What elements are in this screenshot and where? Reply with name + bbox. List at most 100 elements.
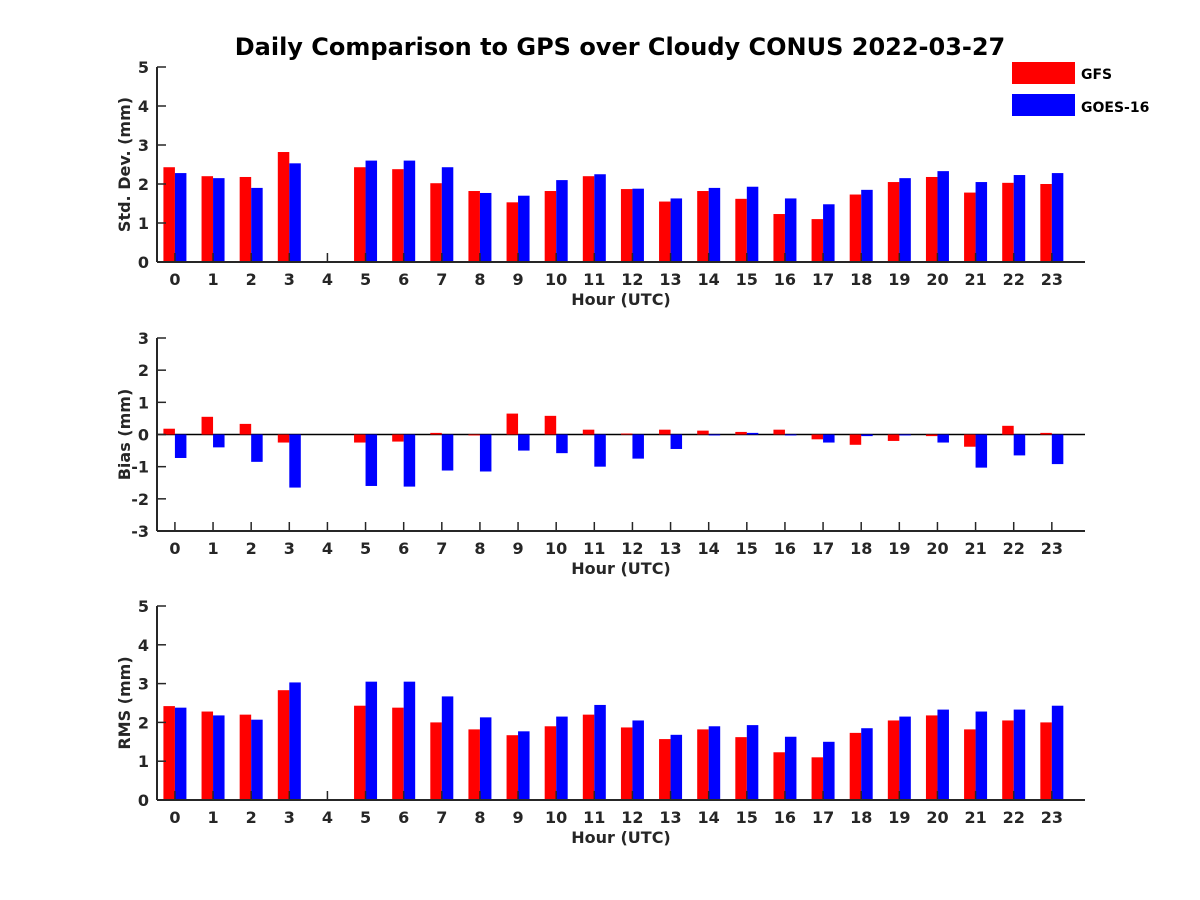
bar-goes16-hour-8	[479, 434, 492, 472]
bar-goes16-hour-10	[556, 434, 568, 454]
y-tick-label: -3	[131, 522, 149, 541]
x-tick-label: 9	[512, 539, 523, 558]
bar-goes16-hour-0	[174, 173, 187, 262]
chart-title: Daily Comparison to GPS over Cloudy CONU…	[235, 33, 1006, 61]
x-tick-label: 3	[284, 808, 295, 827]
x-tick-label: 8	[474, 808, 485, 827]
x-tick-label: 9	[512, 270, 523, 289]
x-tick-label: 21	[964, 539, 986, 558]
bar-gfs-hour-11	[582, 714, 595, 800]
bar-goes16-hour-14	[708, 726, 721, 800]
x-tick-label: 17	[812, 808, 834, 827]
x-tick-label: 15	[736, 270, 758, 289]
x-tick-label: 14	[698, 270, 720, 289]
y-tick-label: 2	[138, 175, 149, 194]
x-tick-label: 17	[812, 270, 834, 289]
bar-gfs-hour-3	[277, 152, 290, 262]
x-tick-label: 22	[1003, 808, 1025, 827]
bar-goes16-hour-7	[441, 167, 454, 262]
bar-gfs-hour-9	[506, 202, 519, 262]
bar-gfs-hour-1	[201, 416, 214, 435]
bar-goes16-hour-7	[441, 434, 454, 471]
bar-goes16-hour-21	[975, 182, 988, 262]
bar-gfs-hour-9	[506, 735, 519, 800]
bar-gfs-hour-5	[354, 434, 366, 443]
bar-gfs-hour-18	[849, 732, 862, 800]
bar-gfs-hour-20	[925, 715, 938, 800]
bar-gfs-hour-7	[430, 432, 442, 435]
bar-gfs-hour-6	[392, 434, 404, 442]
bar-goes16-hour-14	[708, 187, 721, 262]
x-tick-label: 1	[207, 270, 218, 289]
bar-goes16-hour-19	[899, 178, 911, 262]
x-tick-label: 5	[360, 270, 371, 289]
bar-goes16-hour-13	[670, 734, 683, 800]
bar-goes16-hour-8	[479, 717, 492, 800]
bar-gfs-hour-16	[773, 752, 785, 800]
legend-swatch-gfs	[1012, 62, 1075, 84]
x-tick-label: 21	[964, 808, 986, 827]
bar-gfs-hour-1	[201, 176, 214, 262]
bar-goes16-hour-16	[784, 736, 797, 800]
bar-gfs-hour-12	[620, 727, 633, 800]
bar-goes16-hour-9	[518, 195, 530, 262]
bar-goes16-hour-23	[1051, 434, 1064, 465]
y-axis-label: Std. Dev. (mm)	[115, 97, 134, 232]
bar-goes16-hour-5	[365, 160, 378, 262]
y-tick-label: 0	[138, 253, 149, 272]
bar-gfs-hour-0	[163, 167, 175, 262]
bar-goes16-hour-1	[213, 434, 225, 448]
x-tick-label: 11	[583, 270, 605, 289]
bar-gfs-hour-8	[468, 434, 480, 436]
bar-goes16-hour-15	[746, 186, 759, 262]
bar-gfs-hour-15	[735, 198, 747, 262]
x-tick-label: 3	[284, 539, 295, 558]
bar-gfs-hour-5	[354, 705, 366, 800]
bar-goes16-hour-6	[403, 434, 416, 487]
x-tick-label: 12	[621, 539, 643, 558]
x-tick-label: 19	[888, 808, 910, 827]
bar-gfs-hour-23	[1040, 432, 1052, 435]
bar-gfs-hour-21	[964, 729, 976, 800]
x-tick-label: 4	[322, 808, 333, 827]
bar-gfs-hour-14	[697, 430, 709, 435]
y-tick-label: 3	[138, 675, 149, 694]
x-tick-label: 18	[850, 539, 872, 558]
x-tick-label: 0	[169, 808, 180, 827]
legend-label-goes16: GOES-16	[1081, 100, 1149, 116]
bar-gfs-hour-3	[277, 690, 290, 800]
bar-gfs-hour-2	[239, 714, 252, 800]
x-axis-label: Hour (UTC)	[571, 290, 671, 309]
x-tick-label: 0	[169, 270, 180, 289]
y-tick-label: 4	[138, 97, 149, 116]
x-tick-label: 14	[698, 808, 720, 827]
bar-gfs-hour-14	[697, 191, 709, 262]
bar-gfs-hour-18	[849, 194, 862, 262]
bar-gfs-hour-9	[506, 413, 519, 435]
y-tick-label: 3	[138, 136, 149, 155]
bar-goes16-hour-3	[289, 682, 301, 800]
bar-goes16-hour-20	[937, 434, 949, 443]
x-tick-label: 1	[207, 539, 218, 558]
bar-goes16-hour-1	[213, 715, 225, 800]
bar-goes16-hour-20	[937, 709, 949, 800]
x-tick-label: 21	[964, 270, 986, 289]
x-tick-label: 7	[436, 270, 447, 289]
x-tick-label: 12	[621, 808, 643, 827]
bar-gfs-hour-22	[1002, 425, 1014, 435]
x-tick-label: 11	[583, 808, 605, 827]
bar-gfs-hour-12	[620, 189, 633, 262]
bar-goes16-hour-13	[670, 198, 683, 262]
x-tick-label: 15	[736, 808, 758, 827]
x-tick-label: 10	[545, 539, 567, 558]
bar-gfs-hour-8	[468, 729, 480, 800]
x-tick-label: 4	[322, 539, 333, 558]
legend-label-gfs: GFS	[1081, 67, 1112, 83]
bar-goes16-hour-20	[937, 171, 949, 262]
x-tick-label: 8	[474, 539, 485, 558]
bar-gfs-hour-5	[354, 167, 366, 262]
bar-goes16-hour-9	[518, 434, 530, 451]
bar-gfs-hour-7	[430, 183, 442, 262]
bar-gfs-hour-1	[201, 711, 214, 800]
